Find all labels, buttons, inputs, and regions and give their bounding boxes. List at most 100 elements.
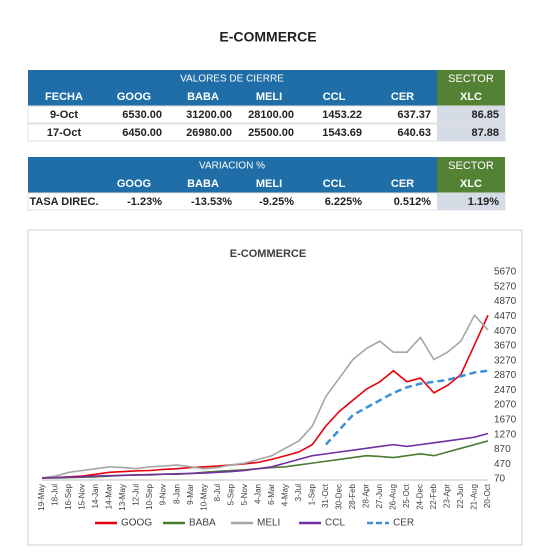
header-bg (28, 70, 437, 106)
y-tick-label: 4070 (494, 326, 517, 337)
x-tick-label: 9-Mar (186, 484, 195, 505)
series-line (41, 432, 489, 479)
sector-bg (437, 157, 505, 193)
chart-frame (27, 229, 523, 546)
column-header: BABA (187, 178, 219, 190)
table-header: VALORES DE CIERRE (180, 74, 284, 85)
xlc-bg (437, 106, 505, 123)
x-tick-label: 22-Feb (429, 483, 438, 509)
x-tick-label: 31-Oct (321, 483, 330, 508)
cell: 9-Oct (50, 109, 78, 121)
y-tick-label: 2470 (494, 385, 517, 396)
series-line (41, 314, 489, 479)
x-tick-label: 1-Sep (307, 483, 316, 505)
y-tick-label: 5670 (494, 267, 517, 278)
column-header: XLC (460, 91, 482, 103)
x-tick-label: 20-Oct (483, 483, 492, 508)
column-header: BABA (187, 91, 219, 103)
x-tick-label: 22-Jun (456, 484, 465, 508)
legend-label: MELI (257, 518, 280, 529)
sector-header: SECTOR (448, 73, 494, 85)
x-tick-label: 6-Mar (267, 484, 276, 505)
series-line (324, 369, 489, 446)
cell: 640.63 (397, 127, 431, 139)
legend-label: BABA (189, 518, 216, 529)
table-header: VARIACION % (199, 161, 265, 172)
x-tick-label: 26-Aug (389, 484, 398, 510)
cell: 31200.00 (186, 109, 232, 121)
x-tick-label: 30-Dec (334, 484, 343, 510)
cell: 0.512% (394, 196, 432, 208)
column-header: CER (391, 91, 414, 103)
y-tick-label: 3270 (494, 355, 517, 366)
column-header: CCL (323, 178, 346, 190)
x-tick-label: 8-Jan (172, 484, 181, 504)
cell: 1453.22 (322, 109, 362, 121)
x-tick-label: 14-Jan (91, 484, 100, 508)
y-tick-label: 2870 (494, 370, 517, 381)
page-title: E-COMMERCE (219, 29, 316, 45)
x-tick-label: 23-Apr (443, 484, 452, 508)
x-tick-label: 13-May (118, 484, 127, 511)
x-tick-label: 15-Nov (78, 484, 87, 510)
cell: 6450.00 (122, 127, 162, 139)
x-tick-label: 9-Nov (159, 484, 168, 505)
y-tick-label: 1670 (494, 414, 517, 425)
column-header: GOOG (117, 91, 151, 103)
x-tick-label: 16-Sep (64, 483, 73, 509)
column-header: MELI (256, 91, 282, 103)
x-tick-label: 8-Jul (213, 484, 222, 502)
xlc-bg (437, 124, 505, 141)
legend-label: CER (393, 518, 414, 529)
x-tick-label: 4-May (280, 484, 289, 506)
x-tick-label: 5-Sep (226, 483, 235, 505)
y-tick-label: 4870 (494, 296, 517, 307)
x-tick-label: 28-Feb (348, 483, 357, 509)
cell: 28100.00 (248, 109, 294, 121)
x-tick-label: 28-Apr (361, 484, 370, 508)
x-tick-label: 3-Jul (294, 484, 303, 502)
cell: 17-Oct (47, 127, 82, 139)
cell: -9.25% (259, 196, 294, 208)
y-tick-label: 470 (494, 459, 511, 470)
cell: TASA DIREC. (29, 196, 98, 208)
series-line (41, 313, 489, 479)
y-tick-label: 3670 (494, 341, 517, 352)
y-tick-label: 70 (494, 474, 506, 485)
cell: 6.225% (325, 196, 363, 208)
y-tick-label: 870 (494, 444, 511, 455)
x-tick-label: 10-Sep (145, 483, 154, 509)
column-header: CCL (323, 91, 346, 103)
y-tick-label: 5270 (494, 281, 517, 292)
y-tick-label: 4470 (494, 311, 517, 322)
x-tick-label: 10-May (199, 484, 208, 511)
x-tick-label: 14-Mar (105, 484, 114, 510)
x-tick-label: 18-Jul (51, 484, 60, 506)
cell: -13.53% (191, 196, 232, 208)
column-header: FECHA (45, 91, 83, 103)
cell: -1.23% (127, 196, 162, 208)
cell: 25500.00 (248, 127, 294, 139)
x-tick-label: 21-Aug (470, 484, 479, 510)
cell: 86.85 (471, 109, 499, 121)
xlc-bg (437, 193, 505, 210)
cell: 637.37 (397, 109, 431, 121)
x-tick-label: 5-Nov (240, 484, 249, 505)
sector-bg (437, 70, 505, 106)
column-header: MELI (256, 178, 282, 190)
x-tick-label: 12-Jul (132, 484, 141, 506)
sector-header: SECTOR (448, 160, 494, 172)
x-tick-label: 19-May (37, 484, 46, 511)
y-tick-label: 1270 (494, 429, 517, 440)
cell: 87.88 (471, 127, 499, 139)
cell: 1.19% (468, 196, 499, 208)
legend-label: GOOG (121, 518, 152, 529)
chart-title: E-COMMERCE (230, 248, 306, 260)
column-header: XLC (460, 178, 482, 190)
cell: 1543.69 (322, 127, 362, 139)
column-header: CER (391, 178, 414, 190)
x-tick-label: 27-Jun (375, 484, 384, 508)
x-tick-label: 4-Jan (253, 484, 262, 504)
x-tick-label: 24-Dec (416, 484, 425, 510)
